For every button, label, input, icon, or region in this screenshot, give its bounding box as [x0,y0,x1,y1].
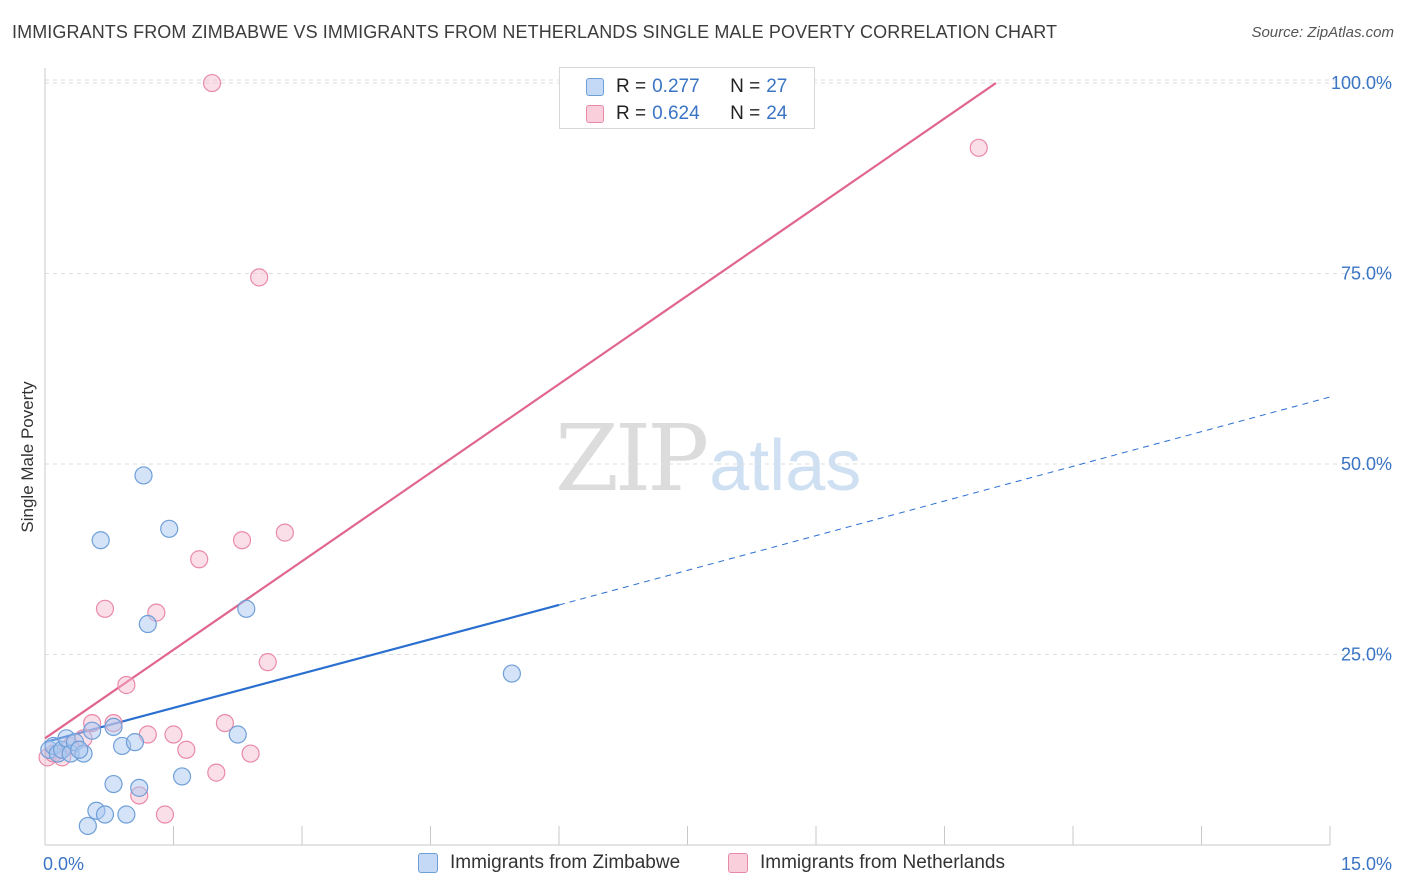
zimbabwe-point [70,740,89,759]
r-value: 0.624 [652,103,700,124]
r-value: 0.277 [652,76,700,97]
netherlands-point [275,523,294,542]
netherlands-point [202,73,222,93]
netherlands-point [190,550,209,569]
series-legend: Immigrants from Zimbabwe Immigrants from… [0,852,1406,878]
r-label: R = [616,76,647,97]
legend-item-netherlands[interactable]: Immigrants from Netherlands [728,852,1005,874]
zimbabwe-point [502,664,521,683]
trend-layer [44,82,1331,744]
zimbabwe-point [172,767,192,786]
pink-swatch [586,105,604,123]
netherlands-point [241,744,260,763]
netherlands-point [250,268,269,287]
n-label: N = [730,103,761,124]
zimbabwe-point [117,805,136,824]
chart-title: IMMIGRANTS FROM ZIMBABWE VS IMMIGRANTS F… [12,22,1058,42]
zimbabwe-point [78,816,97,836]
zimbabwe-point [237,599,256,618]
legend-row-zimbabwe: R = 0.277 N = 27 [586,75,787,99]
legend-label-netherlands: Immigrants from Netherlands [760,852,1005,873]
y-tick-label: 25.0% [1341,645,1392,665]
y-tick-label: 100.0% [1331,73,1392,93]
zimbabwe-point [83,721,102,740]
zimbabwe-point [91,531,110,550]
grid-layer [45,79,1390,656]
zimbabwe-point [130,778,149,797]
r-label: R = [616,103,647,124]
netherlands-point [177,740,196,759]
zimbabwe-point [228,725,247,744]
correlation-legend: R = 0.277 N = 27 R = 0.624 N = 24 [559,67,815,129]
netherlands-point [969,138,988,157]
pink-swatch [728,853,748,873]
tick-label-layer: 25.0% 50.0% 75.0% 100.0% 0.0% 15.0% [43,73,1392,874]
axes-layer [44,68,1331,846]
n-label: N = [730,76,761,97]
y-tick-label: 75.0% [1341,264,1392,284]
netherlands-point [258,653,277,672]
zimbabwe-point [125,733,145,752]
zimbabwe-point [138,614,157,634]
x-tick-label: 0.0% [43,854,84,874]
zimbabwe-point [95,805,115,824]
netherlands-point [232,531,252,550]
netherlands-point [215,713,234,733]
zimbabwe-point [134,466,153,485]
netherlands-point [155,805,175,824]
n-value: 24 [766,103,788,124]
netherlands-point [117,675,136,695]
legend-item-zimbabwe[interactable]: Immigrants from Zimbabwe [418,852,680,874]
zimbabwe-point [104,774,123,794]
zimbabwe-point [104,717,123,736]
source-credit: Source: ZipAtlas.com [1251,24,1394,41]
y-tick-label: 50.0% [1341,454,1392,474]
blue-swatch [586,78,604,96]
n-value: 27 [766,76,788,97]
zimbabwe-trend-extension [558,396,1331,606]
zimbabwe-point [160,519,179,538]
legend-row-netherlands: R = 0.624 N = 24 [586,102,787,126]
netherlands-trend-line [44,82,997,740]
netherlands-point [95,599,115,618]
blue-swatch [418,853,438,873]
legend-label-zimbabwe: Immigrants from Zimbabwe [450,852,681,873]
points-layer [38,73,988,836]
x-tick-label: 15.0% [1341,854,1392,874]
zimbabwe-trend-line [44,603,560,744]
netherlands-point [164,725,183,744]
netherlands-point [207,763,226,782]
